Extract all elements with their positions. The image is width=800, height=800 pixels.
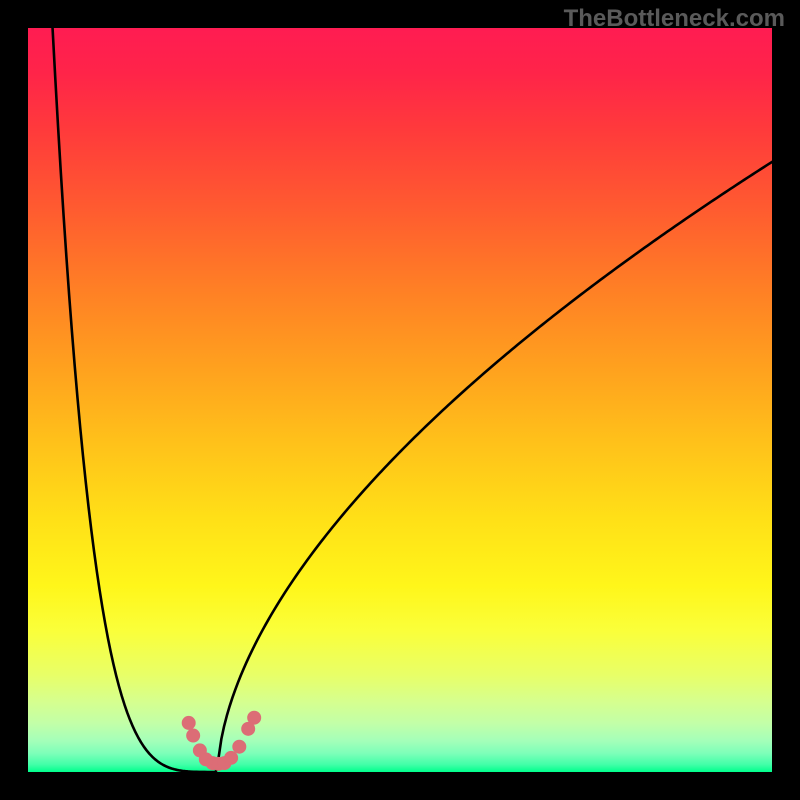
chart-svg-layer bbox=[28, 28, 772, 772]
chart-frame: TheBottleneck.com bbox=[0, 0, 800, 800]
optimal-marker bbox=[242, 722, 255, 735]
optimal-marker bbox=[206, 757, 219, 770]
chart-background bbox=[28, 28, 772, 772]
optimal-marker bbox=[225, 751, 238, 764]
optimal-marker bbox=[212, 757, 225, 770]
optimal-marker bbox=[248, 711, 261, 724]
optimal-marker bbox=[218, 757, 231, 770]
optimal-marker bbox=[233, 740, 246, 753]
watermark-text: TheBottleneck.com bbox=[564, 5, 785, 33]
optimal-marker bbox=[182, 716, 195, 729]
optimal-marker bbox=[187, 729, 200, 742]
bottleneck-curve bbox=[53, 28, 772, 772]
optimal-marker bbox=[193, 744, 206, 757]
optimal-marker bbox=[199, 753, 212, 766]
chart-plot-area bbox=[28, 28, 772, 772]
optimal-range-markers bbox=[182, 711, 260, 770]
